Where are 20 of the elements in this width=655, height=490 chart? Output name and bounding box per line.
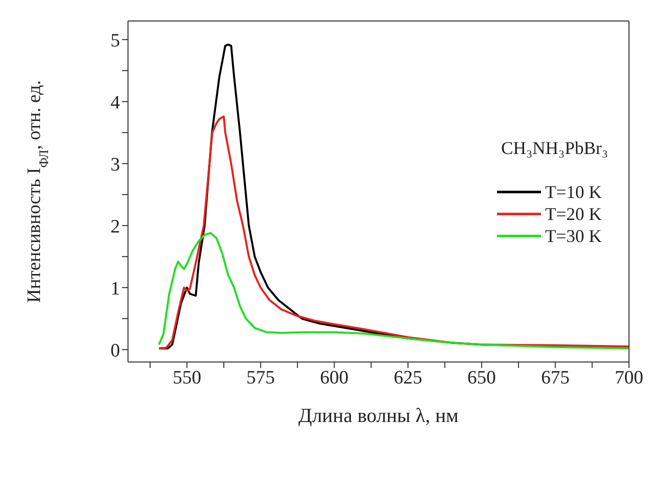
line-series <box>158 115 629 350</box>
x-tick-label: 625 <box>394 367 422 388</box>
x-tick-label: 600 <box>320 367 349 388</box>
legend-title: CH₃NH₃PbBr₃ <box>501 138 608 159</box>
x-axis-title: Длина волны λ, нм <box>298 405 459 427</box>
x-tick-label: 675 <box>541 367 570 388</box>
y-tick-label: 0 <box>110 340 120 362</box>
x-tick-label: 700 <box>614 367 644 388</box>
legend-label: T=30 K <box>545 226 602 246</box>
x-tick-label: 550 <box>172 367 202 388</box>
x-tick-label: 650 <box>467 367 496 388</box>
y-tick-label: 5 <box>110 30 120 52</box>
y-tick-label: 3 <box>110 154 120 176</box>
y-tick-label: 4 <box>110 92 120 114</box>
y-tick-label: 2 <box>110 216 120 238</box>
line-series <box>158 232 629 350</box>
y-tick-label: 1 <box>110 278 120 300</box>
legend-label: T=20 K <box>545 204 602 224</box>
x-tick-label: 575 <box>246 367 275 388</box>
legend-label: T=10 K <box>545 182 602 202</box>
